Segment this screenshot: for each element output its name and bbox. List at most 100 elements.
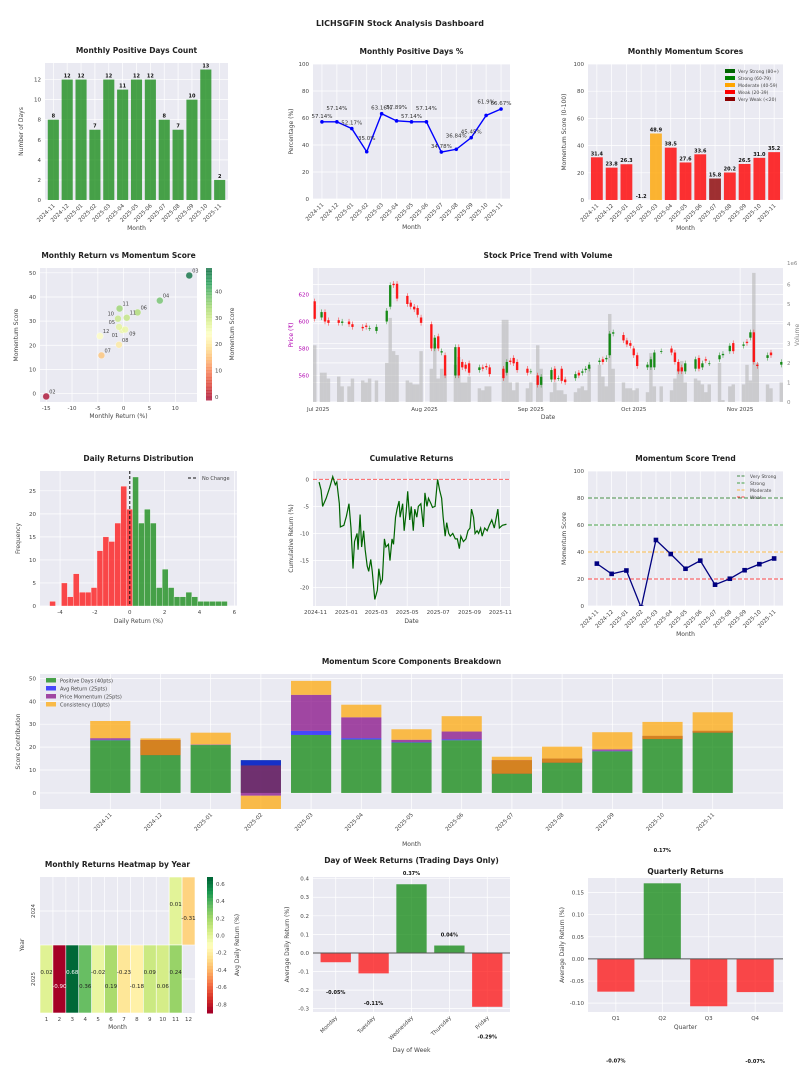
scatter-point [156,297,164,305]
colorbar-tick: 0 [215,395,219,401]
component-bar-segment [90,740,131,793]
y-tick-label: 2024 [31,904,37,918]
scatter-point [96,332,104,340]
data-label: 0.37% [403,871,420,877]
y-tick-label: 0 [306,477,310,483]
candle-body [539,376,543,385]
x-tick-label: 2025-03 [365,610,388,616]
histogram-bin [96,550,104,606]
data-label: 27.6 [679,156,692,162]
colorbar-tick: -0.6 [216,985,227,991]
component-bar-segment [190,745,231,793]
chart-momentum-score-trend: Momentum Score Trend0204060801002024-112… [561,454,783,638]
data-label: 57.89% [386,105,407,111]
candle-body [553,368,557,380]
volume-bar [395,355,399,402]
chart-title: Cumulative Returns [370,454,454,463]
volume-bar [443,374,447,402]
marks [320,107,503,154]
volume-tick-label: 4 [787,322,791,328]
y-axis-label: Frequency [15,523,22,554]
data-label: 8 [162,114,166,120]
volume-bar [697,380,701,402]
bar [320,952,351,963]
y-tick-label: 10 [29,558,36,564]
data-label: 57.14% [311,114,332,120]
colorbar-segment [206,294,212,299]
colorbar-segment [206,334,212,338]
histogram-bin [138,522,145,606]
candle-body [361,326,364,329]
bar [605,167,618,200]
x-tick-label: 1 [45,1017,49,1023]
colorbar-segment [206,268,212,272]
colorbar-segment [207,911,213,915]
candle-body [478,367,481,371]
bar [117,89,129,200]
data-label: 12 [64,74,71,80]
cell-label: 0.68 [66,970,79,976]
volume-tick-label: 1 [787,380,791,386]
data-point [424,120,429,124]
cell-label: 0.01 [170,902,182,908]
data-label: 7 [176,124,180,130]
volume-scale-label: 1e6 [787,261,798,267]
volume-bar [652,386,657,402]
data-point [609,571,614,577]
data-point [320,120,324,124]
x-tick-label: Nov 2025 [727,407,754,413]
y-axis-label: Percentage (%) [288,108,295,154]
colorbar-segment [206,376,212,381]
x-tick-label: Aug 2025 [411,407,438,413]
x-tick-label: Sep 2025 [518,407,545,413]
y-tick-label: 100 [299,62,310,68]
legend-label: Weak (20-39) [738,90,769,96]
cell-label: -0.18 [130,984,145,990]
component-bar-segment [642,721,683,740]
candle-body [395,283,399,299]
y-tick-label: 100 [574,469,585,475]
data-label: 20.2 [724,167,737,173]
y-tick-label: 0.4 [300,877,309,883]
y-tick-label: 0.2 [300,914,309,920]
candle-body [584,368,587,371]
y-tick-label: 5 [33,581,37,587]
cell-label: -0.02 [91,970,105,976]
bar [643,883,681,959]
volume-bar [409,382,413,402]
bar [130,79,143,200]
data-label: 57.14% [326,106,347,112]
chart-monthly-return-vs-momentum-score: Monthly Return vs Momentum Score01020304… [13,251,236,420]
candle-body [413,306,416,310]
candle-body [598,360,601,362]
candle-body [347,321,351,325]
candle-body [745,341,749,344]
data-point [484,113,488,118]
volume-bar [484,386,488,402]
y-tick-label: 0.1 [300,932,309,938]
candle-body [766,355,769,358]
volume-bar [608,313,612,402]
candle-body [694,359,697,369]
component-bar-segment [291,694,332,731]
legend-label: Very Strong (80+) [738,69,779,75]
data-label: 45.45% [461,130,482,136]
x-axis-label: Month [108,1024,127,1031]
chart-monthly-returns-heatmap-by-year: Monthly Returns Heatmap by Year0.01-0.31… [19,860,241,1031]
candle-body [509,360,512,362]
heatmap-cell [52,944,67,1013]
histogram-bin [179,596,187,606]
colorbar-tick: 20 [215,342,222,348]
legend-label: Strong [750,481,765,487]
x-tick-label: 4 [83,1017,87,1023]
scatter-point [121,326,129,334]
bar [709,178,721,200]
data-label: 23.8 [605,162,618,168]
heatmap-cell [104,944,118,1013]
candle-body [718,355,721,360]
colorbar-tick: 30 [215,316,222,322]
colorbar-segment [207,931,213,936]
candle-body [409,302,412,307]
chart-title: Monthly Returns Heatmap by Year [45,860,190,869]
